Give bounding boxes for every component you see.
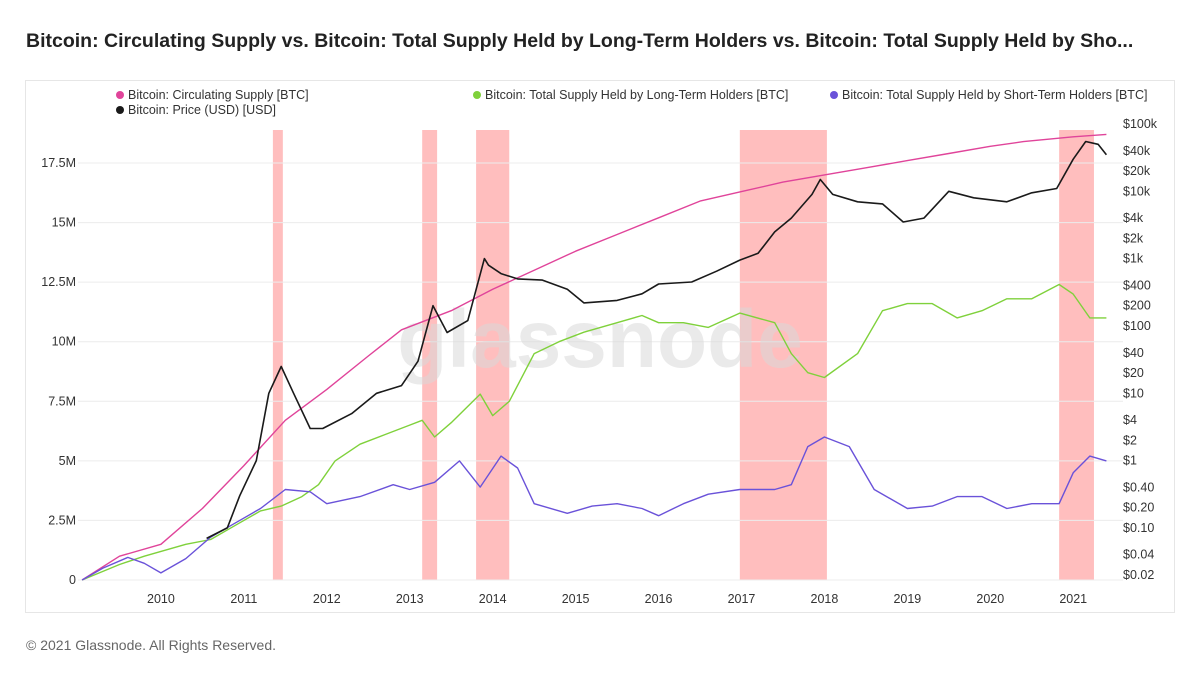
right-tick-label: $400 [1123, 278, 1151, 292]
right-tick-label: $1 [1123, 454, 1137, 468]
right-tick-label: $20 [1123, 366, 1144, 380]
x-tick-label: 2015 [562, 592, 590, 606]
watermark: glassnode [397, 294, 803, 385]
right-tick-label: $1k [1123, 252, 1144, 266]
highlight-band-3 [476, 130, 510, 580]
x-tick-label: 2017 [728, 592, 756, 606]
x-tick-label: 2019 [893, 592, 921, 606]
legend-label-4: Bitcoin: Price (USD) [USD] [128, 103, 276, 117]
right-tick-label: $0.20 [1123, 501, 1154, 515]
left-tick-label: 15M [52, 216, 76, 230]
x-tick-label: 2018 [811, 592, 839, 606]
right-tick-label: $100k [1123, 117, 1158, 131]
highlight-band-2 [422, 130, 438, 580]
right-tick-label: $2 [1123, 433, 1137, 447]
legend-marker-4 [116, 106, 124, 114]
right-tick-label: $0.10 [1123, 521, 1154, 535]
highlight-band-5 [1059, 130, 1094, 580]
left-tick-label: 10M [52, 335, 76, 349]
series-line-2 [81, 283, 1107, 581]
x-tick-label: 2010 [147, 592, 175, 606]
legend-marker-1 [116, 91, 124, 99]
right-tick-label: $10k [1123, 184, 1151, 198]
x-tick-label: 2013 [396, 592, 424, 606]
series-line-1 [81, 133, 1107, 581]
x-tick-label: 2014 [479, 592, 507, 606]
chart-title: Bitcoin: Circulating Supply vs. Bitcoin:… [26, 30, 1134, 52]
highlight-band-1 [272, 130, 283, 580]
right-tick-label: $0.04 [1123, 548, 1154, 562]
left-tick-label: 5M [59, 454, 76, 468]
copyright-footer: © 2021 Glassnode. All Rights Reserved. [26, 637, 277, 653]
legend-label-3: Bitcoin: Total Supply Held by Short-Term… [842, 88, 1147, 102]
left-tick-label: 17.5M [41, 156, 76, 170]
legend-marker-2 [473, 91, 481, 99]
left-tick-label: 7.5M [48, 394, 76, 408]
right-tick-label: $10 [1123, 386, 1144, 400]
left-tick-label: 2.5M [48, 513, 76, 527]
x-tick-label: 2011 [230, 592, 257, 606]
right-tick-label: $20k [1123, 164, 1151, 178]
right-tick-label: $40k [1123, 144, 1151, 158]
right-tick-label: $100 [1123, 319, 1151, 333]
right-tick-label: $40 [1123, 346, 1144, 360]
left-tick-label: 0 [69, 573, 76, 587]
highlight-band-4 [739, 130, 827, 580]
right-tick-label: $0.40 [1123, 480, 1154, 494]
right-tick-label: $2k [1123, 231, 1144, 245]
series-line-4 [206, 140, 1108, 540]
legend-label-2: Bitcoin: Total Supply Held by Long-Term … [485, 88, 788, 102]
legend-marker-3 [830, 91, 838, 99]
x-tick-label: 2021 [1059, 592, 1087, 606]
x-tick-label: 2020 [976, 592, 1004, 606]
x-tick-label: 2016 [645, 592, 673, 606]
legend-label-1: Bitcoin: Circulating Supply [BTC] [128, 88, 309, 102]
right-tick-label: $200 [1123, 299, 1151, 313]
chart-frame [25, 80, 1175, 613]
right-tick-label: $4k [1123, 211, 1144, 225]
x-tick-label: 2012 [313, 592, 341, 606]
series-line-3 [81, 436, 1107, 581]
right-tick-label: $4 [1123, 413, 1137, 427]
left-tick-label: 12.5M [41, 275, 76, 289]
right-tick-label: $0.02 [1123, 568, 1154, 582]
